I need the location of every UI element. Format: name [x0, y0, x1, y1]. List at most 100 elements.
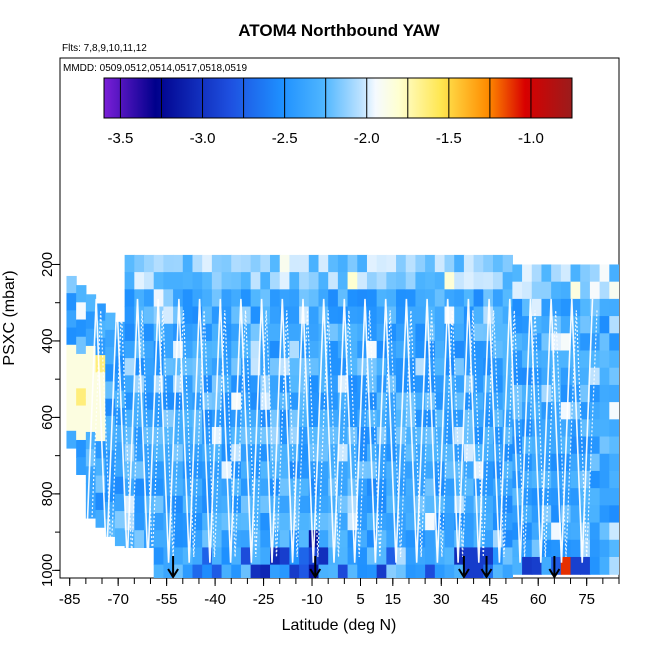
- heatmap-cell: [386, 272, 397, 290]
- heatmap-cell: [541, 453, 552, 472]
- heatmap-cell: [589, 556, 601, 575]
- heatmap-cell: [240, 340, 252, 359]
- heatmap-cell: [211, 461, 223, 480]
- heatmap-cell: [396, 323, 407, 342]
- heatmap-cell: [551, 470, 562, 489]
- heatmap-cell: [144, 444, 155, 462]
- heatmap-cell: [560, 522, 572, 541]
- heatmap-cell: [289, 272, 300, 290]
- heatmap-cell: [376, 547, 387, 566]
- heatmap-cell: [202, 547, 213, 566]
- heatmap-cell: [211, 530, 223, 549]
- heatmap-cell: [240, 461, 252, 480]
- heatmap-cell: [560, 281, 572, 300]
- heatmap-cell: [66, 379, 77, 397]
- heatmap-cell: [240, 272, 252, 290]
- heatmap-cell: [308, 358, 320, 376]
- heatmap-cell: [124, 272, 135, 290]
- heatmap-cell: [609, 264, 619, 283]
- heatmap-cell: [270, 323, 281, 342]
- heatmap-cell: [376, 340, 387, 359]
- heatmap-cell: [366, 272, 378, 290]
- heatmap-cell: [163, 478, 174, 497]
- heatmap-cell: [492, 564, 504, 578]
- heatmap-cell: [425, 289, 436, 308]
- heatmap-cell: [551, 264, 562, 283]
- heatmap-cell: [531, 539, 543, 558]
- x-tick-label: 5: [356, 591, 364, 608]
- heatmap-cell: [599, 522, 610, 541]
- heatmap-cell: [337, 254, 349, 273]
- heatmap-cell: [270, 495, 281, 514]
- heatmap-cell: [260, 272, 271, 290]
- heatmap-cell: [192, 392, 203, 411]
- heatmap-cell: [202, 513, 213, 531]
- heatmap-cell: [512, 419, 523, 438]
- heatmap-cell: [318, 289, 329, 308]
- heatmap-cell: [560, 384, 572, 403]
- heatmap-cell: [163, 495, 174, 514]
- heatmap-cell: [211, 306, 223, 325]
- heatmap-cell: [357, 444, 368, 462]
- heatmap-cell: [337, 513, 349, 531]
- heatmap-cell: [415, 392, 426, 411]
- heatmap-cell: [347, 461, 358, 480]
- heatmap-cell: [173, 495, 184, 514]
- heatmap-cell: [163, 530, 174, 549]
- heatmap-cell: [202, 409, 213, 428]
- heatmap-cell: [454, 375, 465, 394]
- heatmap-cell: [376, 461, 387, 480]
- heatmap-cell: [318, 478, 329, 497]
- heatmap-cell: [250, 272, 261, 290]
- heatmap-cell: [202, 254, 213, 273]
- heatmap-cell: [444, 254, 455, 273]
- heatmap-cell: [551, 522, 562, 541]
- heatmap-cell: [270, 289, 281, 308]
- heatmap-cell: [386, 409, 397, 428]
- heatmap-cell: [492, 547, 504, 566]
- heatmap-cell: [114, 528, 126, 547]
- heatmap-cell: [144, 323, 155, 342]
- heatmap-cell: [599, 333, 610, 352]
- heatmap-cell: [124, 375, 135, 394]
- heatmap-cell: [551, 384, 562, 403]
- heatmap-cell: [570, 264, 581, 283]
- heatmap-cell: [347, 289, 358, 308]
- heatmap-cell: [570, 453, 581, 472]
- heatmap-cell: [337, 272, 349, 290]
- heatmap-cell: [173, 254, 184, 273]
- heatmap-cell: [396, 375, 407, 394]
- x-axis-label: Latitude (deg N): [282, 617, 397, 634]
- heatmap-cell: [599, 264, 610, 283]
- heatmap-cell: [202, 461, 213, 480]
- heatmap-cell: [114, 511, 126, 529]
- heatmap-cell: [231, 289, 242, 308]
- heatmap-cell: [211, 444, 223, 462]
- heatmap-cell: [580, 384, 591, 403]
- heatmap-cell: [483, 392, 494, 411]
- heatmap-cell: [153, 340, 164, 359]
- heatmap-cell: [95, 458, 106, 477]
- heatmap-cell: [454, 478, 465, 497]
- heatmap-cell: [492, 495, 504, 514]
- heatmap-cell: [144, 495, 155, 514]
- heatmap-cell: [531, 402, 543, 420]
- heatmap-cell: [250, 478, 261, 497]
- heatmap-cell: [483, 254, 494, 273]
- heatmap-cell: [415, 323, 426, 342]
- heatmap-cell: [522, 539, 533, 558]
- colorbar: [103, 77, 573, 119]
- x-tick-label: 60: [530, 591, 547, 608]
- heatmap-cell: [502, 426, 513, 445]
- heatmap-cell: [337, 530, 349, 549]
- heatmap-cell: [434, 392, 446, 411]
- heatmap-cell: [240, 375, 252, 394]
- heatmap-cell: [260, 426, 271, 445]
- heatmap-cell: [76, 422, 87, 441]
- heatmap-cell: [124, 323, 135, 342]
- heatmap-cell: [182, 358, 194, 376]
- heatmap-cell: [522, 505, 533, 524]
- heatmap-cell: [512, 436, 523, 455]
- heatmap-cell: [483, 272, 494, 290]
- heatmap-cell: [599, 556, 610, 575]
